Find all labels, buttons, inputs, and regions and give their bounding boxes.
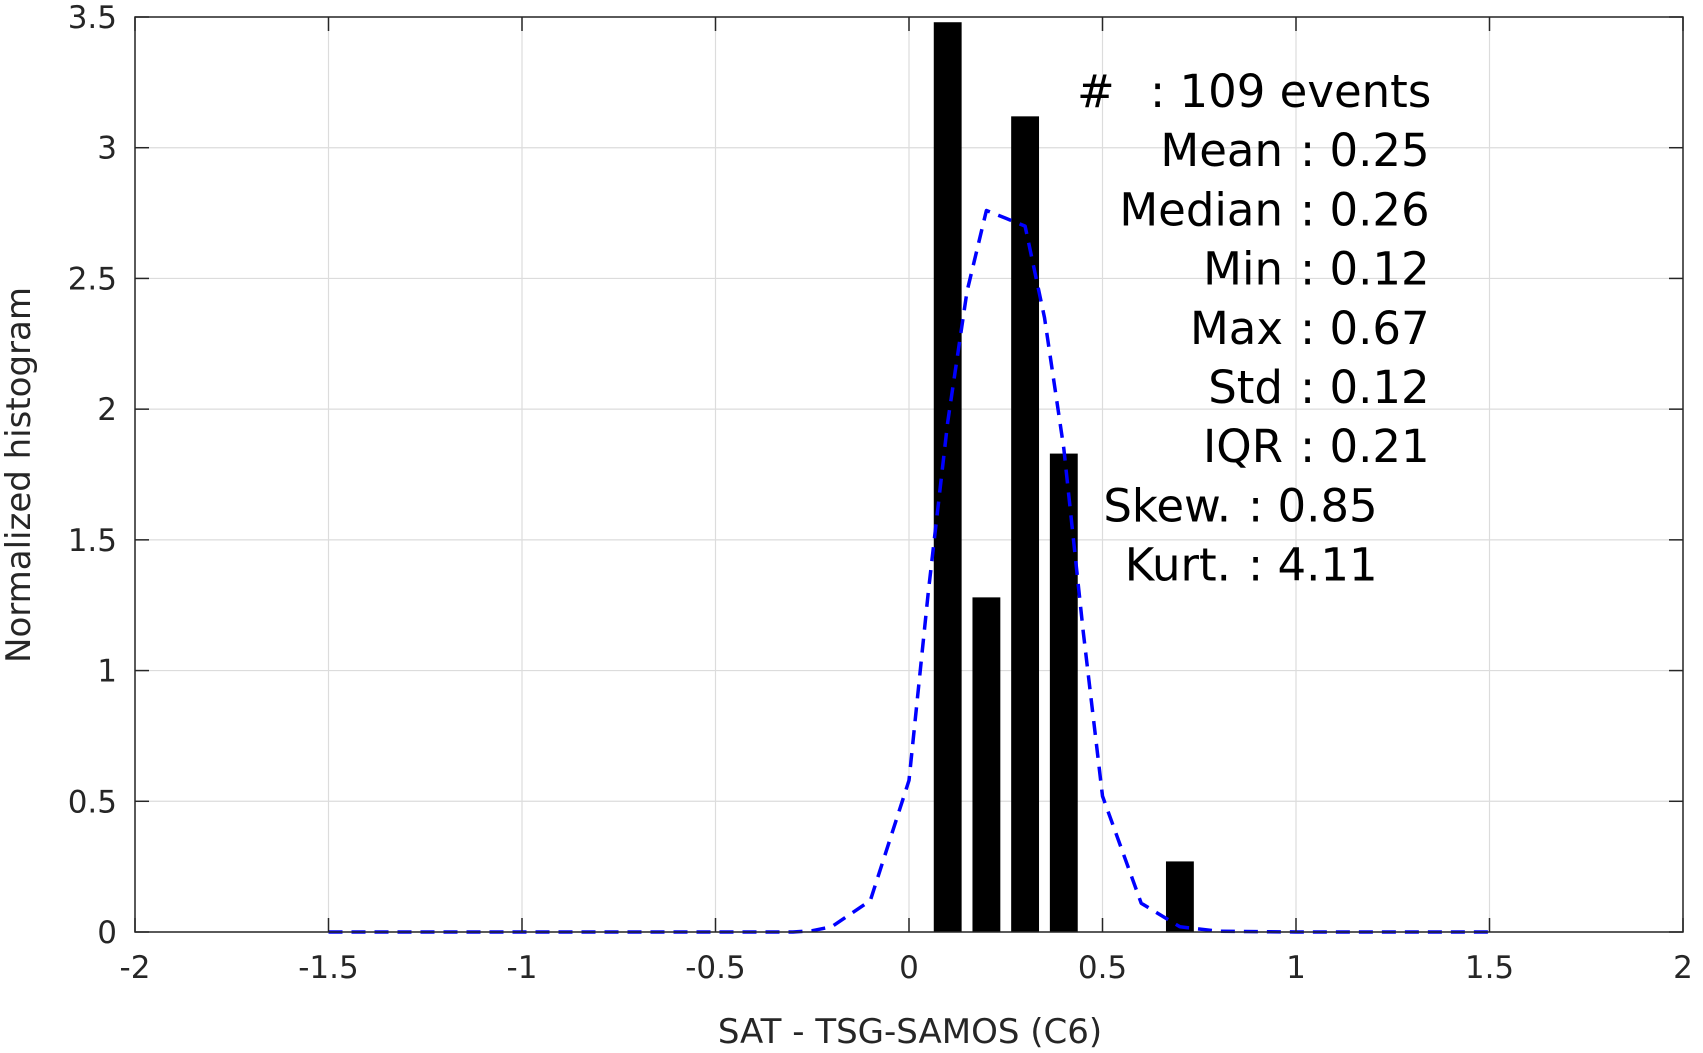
x-tick-label-1: -1.5 (298, 950, 359, 986)
x-axis-label: SAT - TSG-SAMOS (C6) (718, 1012, 1102, 1052)
stat-label-2: Median (1119, 183, 1283, 236)
y-tick-labels: 0 0.5 1 1.5 2 2.5 3 3.5 (68, 0, 117, 951)
grid-lines (134, 16, 1684, 933)
histogram-bar-0 (933, 22, 962, 932)
histogram-bars (933, 22, 1194, 933)
x-tick-label-2: -1 (507, 950, 538, 986)
stat-value-4: : 0.67 (1300, 302, 1430, 355)
statistics-box: # : 109 events Mean : 0.25 Median : 0.26 Min : … (1077, 65, 1431, 592)
stat-label-7: Skew. (1103, 479, 1231, 532)
x-tick-label-3: -0.5 (685, 950, 746, 986)
y-tick-label-4: 2 (97, 392, 117, 428)
histogram-bar-3 (1049, 453, 1078, 932)
histogram-bar-1 (972, 597, 1001, 932)
stat-label-8: Kurt. (1125, 539, 1231, 592)
stat-value-5: : 0.12 (1300, 361, 1430, 414)
y-tick-label-1: 0.5 (68, 784, 117, 820)
stat-value-8: : 4.11 (1248, 539, 1378, 592)
stat-label-1: Mean (1160, 124, 1283, 177)
histogram-bar-2 (1011, 116, 1040, 933)
x-tick-label-6: 1 (1286, 950, 1306, 986)
stat-label-5: Std (1208, 361, 1283, 414)
x-tick-label-0: -2 (120, 950, 151, 986)
stat-value-1: : 0.25 (1300, 124, 1430, 177)
y-tick-label-2: 1 (97, 654, 117, 690)
y-tick-label-7: 3.5 (68, 0, 117, 36)
stat-label-4: Max (1190, 302, 1283, 355)
stat-value-3: : 0.12 (1300, 243, 1430, 296)
y-tick-label-6: 3 (97, 131, 117, 167)
stat-label-3: Min (1203, 243, 1283, 296)
stat-label-0: # (1077, 65, 1115, 118)
axis-ticks (134, 16, 1684, 933)
y-tick-label-0: 0 (97, 915, 117, 951)
x-tick-labels: -2 -1.5 -1 -0.5 0 0.5 1 1.5 2 (120, 950, 1693, 986)
stat-value-2: : 0.26 (1300, 183, 1430, 236)
y-axis-label: Normalized histogram (0, 287, 39, 663)
y-tick-label-3: 1.5 (68, 523, 117, 559)
x-tick-label-4: 0 (899, 950, 919, 986)
stat-value-6: : 0.21 (1300, 420, 1430, 473)
x-tick-label-5: 0.5 (1078, 950, 1127, 986)
stat-value-7: : 0.85 (1248, 479, 1378, 532)
y-tick-label-5: 2.5 (68, 261, 117, 297)
stat-value-0: : 109 events (1150, 65, 1431, 118)
stat-label-6: IQR (1203, 420, 1283, 473)
histogram-bar-6 (1165, 861, 1194, 932)
x-tick-label-8: 2 (1673, 950, 1693, 986)
x-tick-label-7: 1.5 (1465, 950, 1514, 986)
